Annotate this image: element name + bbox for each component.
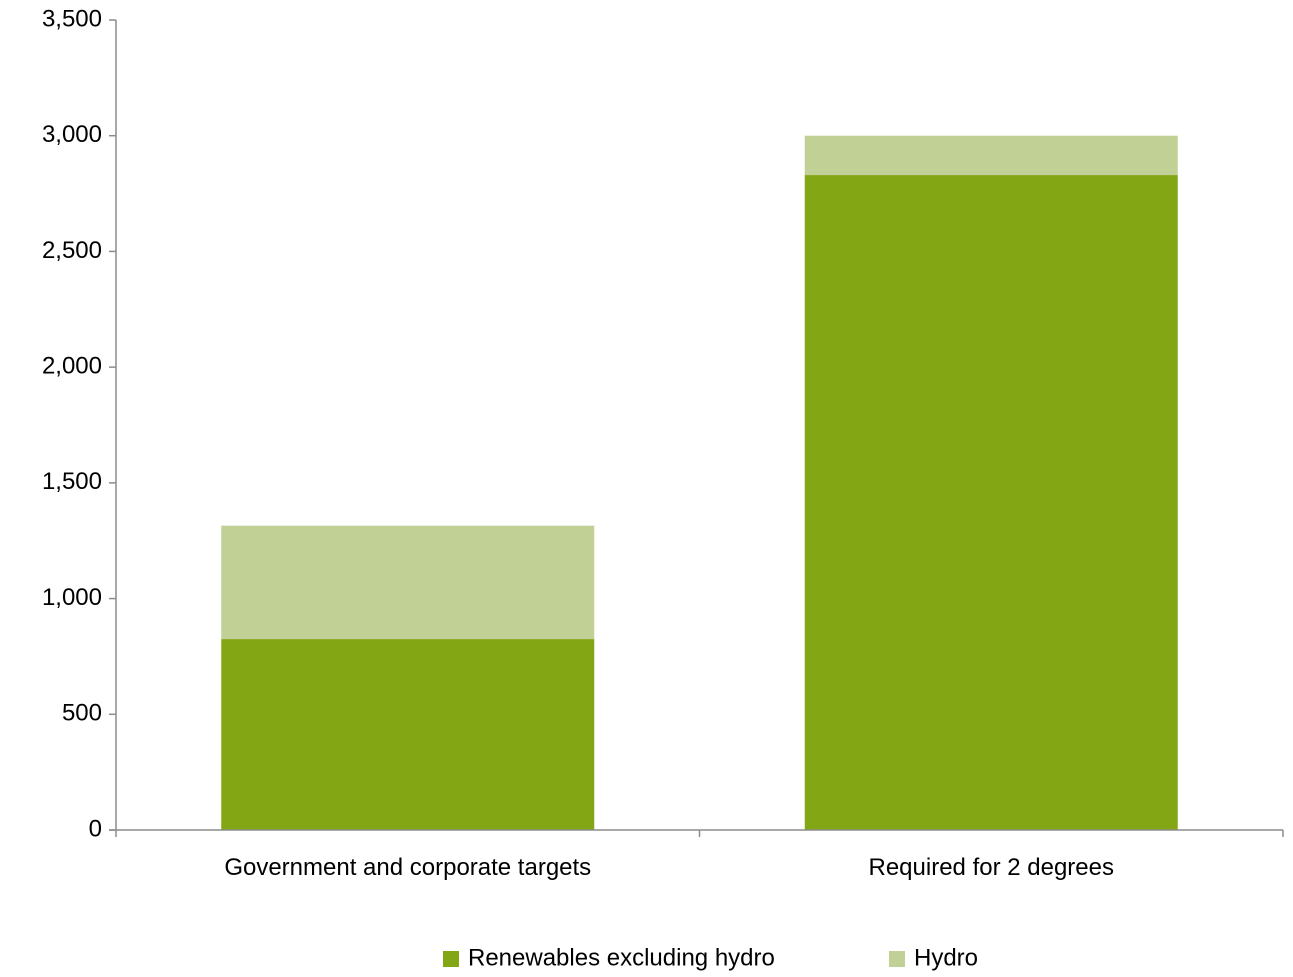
legend-label-renewables-excluding-hydro: Renewables excluding hydro — [468, 944, 775, 971]
y-axis: 0 500 1,000 1,500 2,000 2,500 3,000 3,500 — [42, 5, 117, 842]
x-category-label: Required for 2 degrees — [869, 854, 1114, 881]
x-axis: Government and corporate targets Required… — [109, 829, 1284, 881]
legend-swatch-renewables-excluding-hydro — [443, 951, 459, 967]
y-tick-label: 3,000 — [42, 121, 102, 148]
bar-hydro-2 — [804, 135, 1178, 176]
y-tick-label: 500 — [62, 700, 102, 727]
legend-label-hydro: Hydro — [914, 944, 978, 971]
bar-hydro-1 — [221, 525, 595, 640]
bar-renewables-excluding-hydro-2 — [804, 175, 1178, 831]
y-tick-label: 0 — [89, 815, 102, 842]
y-tick-label: 1,000 — [42, 584, 102, 611]
bars — [221, 135, 1178, 831]
y-tick-label: 3,500 — [42, 5, 102, 32]
x-category-label: Government and corporate targets — [224, 854, 591, 881]
y-tick-label: 1,500 — [42, 468, 102, 495]
bar-renewables-excluding-hydro-1 — [221, 639, 595, 830]
legend-swatch-hydro — [889, 951, 905, 967]
y-tick-label: 2,500 — [42, 237, 102, 264]
legend: Renewables excluding hydro Hydro — [443, 944, 978, 971]
y-tick-label: 2,000 — [42, 352, 102, 379]
